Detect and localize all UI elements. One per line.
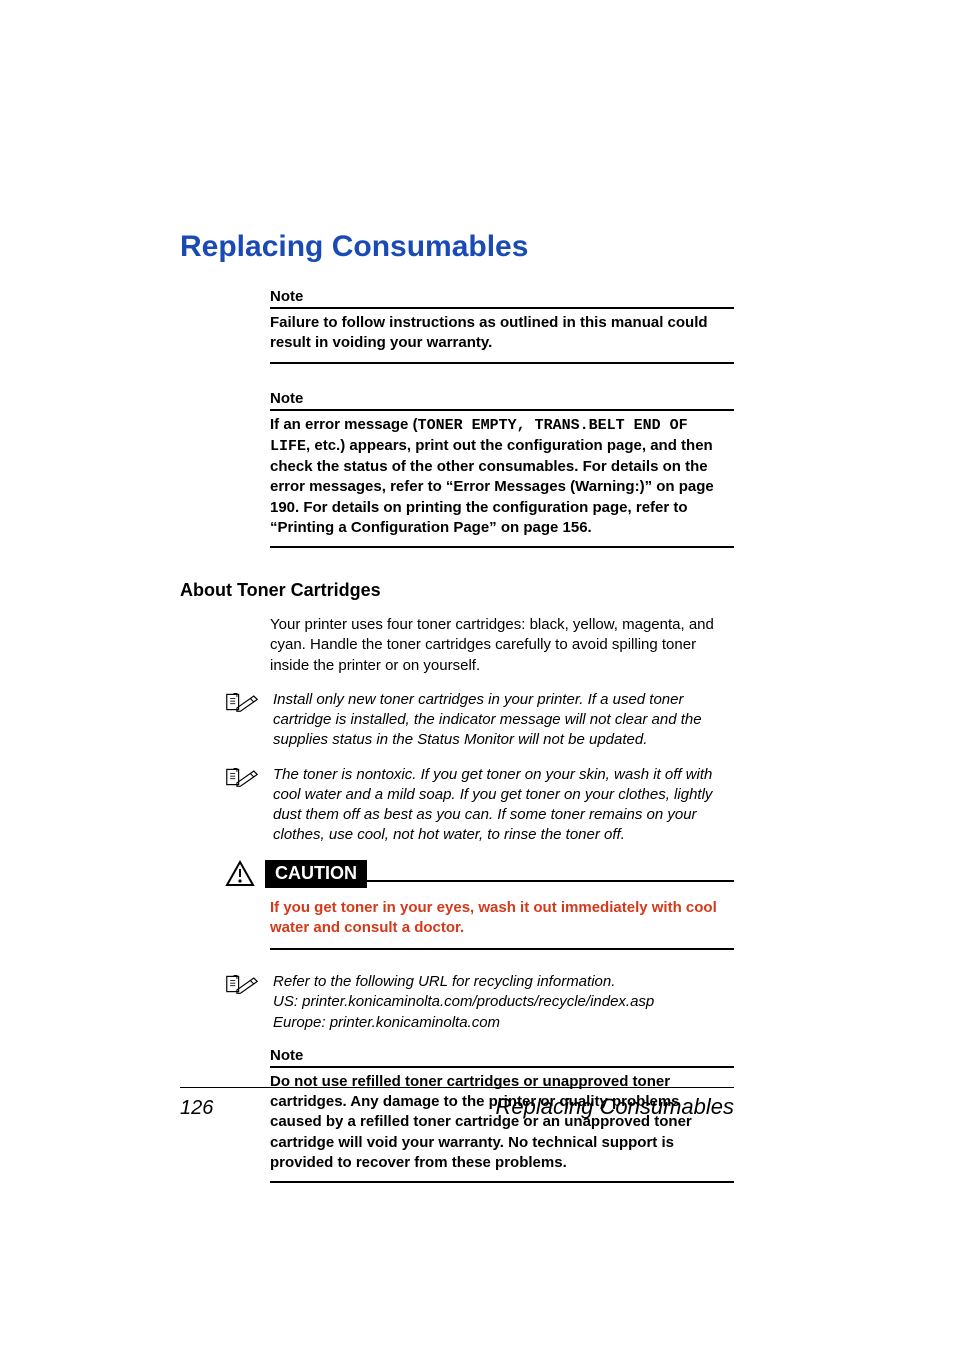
page-number: 126 bbox=[180, 1097, 213, 1120]
note2-suffix: , etc.) appears, print out the configura… bbox=[270, 437, 714, 536]
running-title: Replacing Consumables bbox=[496, 1094, 734, 1120]
note-body: If an error message (TONER EMPTY, TRANS.… bbox=[270, 415, 734, 549]
tip3-line2: US: printer.konicaminolta.com/products/r… bbox=[273, 993, 654, 1010]
note-heading: Note bbox=[270, 1047, 734, 1068]
note-block-1: Note Failure to follow instructions as o… bbox=[270, 288, 734, 364]
tip3-line1: Refer to the following URL for recycling… bbox=[273, 973, 615, 990]
caution-rule bbox=[367, 860, 734, 888]
section-heading-toner: About Toner Cartridges bbox=[180, 580, 734, 601]
note-body: Failure to follow instructions as outlin… bbox=[270, 313, 734, 364]
note-pencil-icon bbox=[225, 766, 259, 788]
note-heading: Note bbox=[270, 390, 734, 411]
tip-text: The toner is nontoxic. If you get toner … bbox=[273, 765, 734, 846]
page-footer: 126 Replacing Consumables bbox=[180, 1087, 734, 1120]
tip-text: Refer to the following URL for recycling… bbox=[273, 972, 654, 1033]
page-title: Replacing Consumables bbox=[180, 230, 734, 264]
caution-label: CAUTION bbox=[265, 860, 367, 888]
caution-header: CAUTION bbox=[225, 860, 734, 888]
tip3-line3: Europe: printer.konicaminolta.com bbox=[273, 1014, 500, 1031]
note-heading: Note bbox=[270, 288, 734, 309]
note2-prefix: If an error message ( bbox=[270, 416, 418, 433]
note-block-2: Note If an error message (TONER EMPTY, T… bbox=[270, 390, 734, 549]
tip-text: Install only new toner cartridges in you… bbox=[273, 690, 734, 751]
note-pencil-icon bbox=[225, 691, 259, 713]
tip-item-3: Refer to the following URL for recycling… bbox=[225, 972, 734, 1033]
tip-item-2: The toner is nontoxic. If you get toner … bbox=[225, 765, 734, 846]
caution-triangle-icon bbox=[225, 860, 259, 888]
caution-text: If you get toner in your eyes, wash it o… bbox=[270, 898, 734, 951]
intro-paragraph: Your printer uses four toner cartridges:… bbox=[270, 615, 734, 676]
note-pencil-icon bbox=[225, 973, 259, 995]
tip-item-1: Install only new toner cartridges in you… bbox=[225, 690, 734, 751]
